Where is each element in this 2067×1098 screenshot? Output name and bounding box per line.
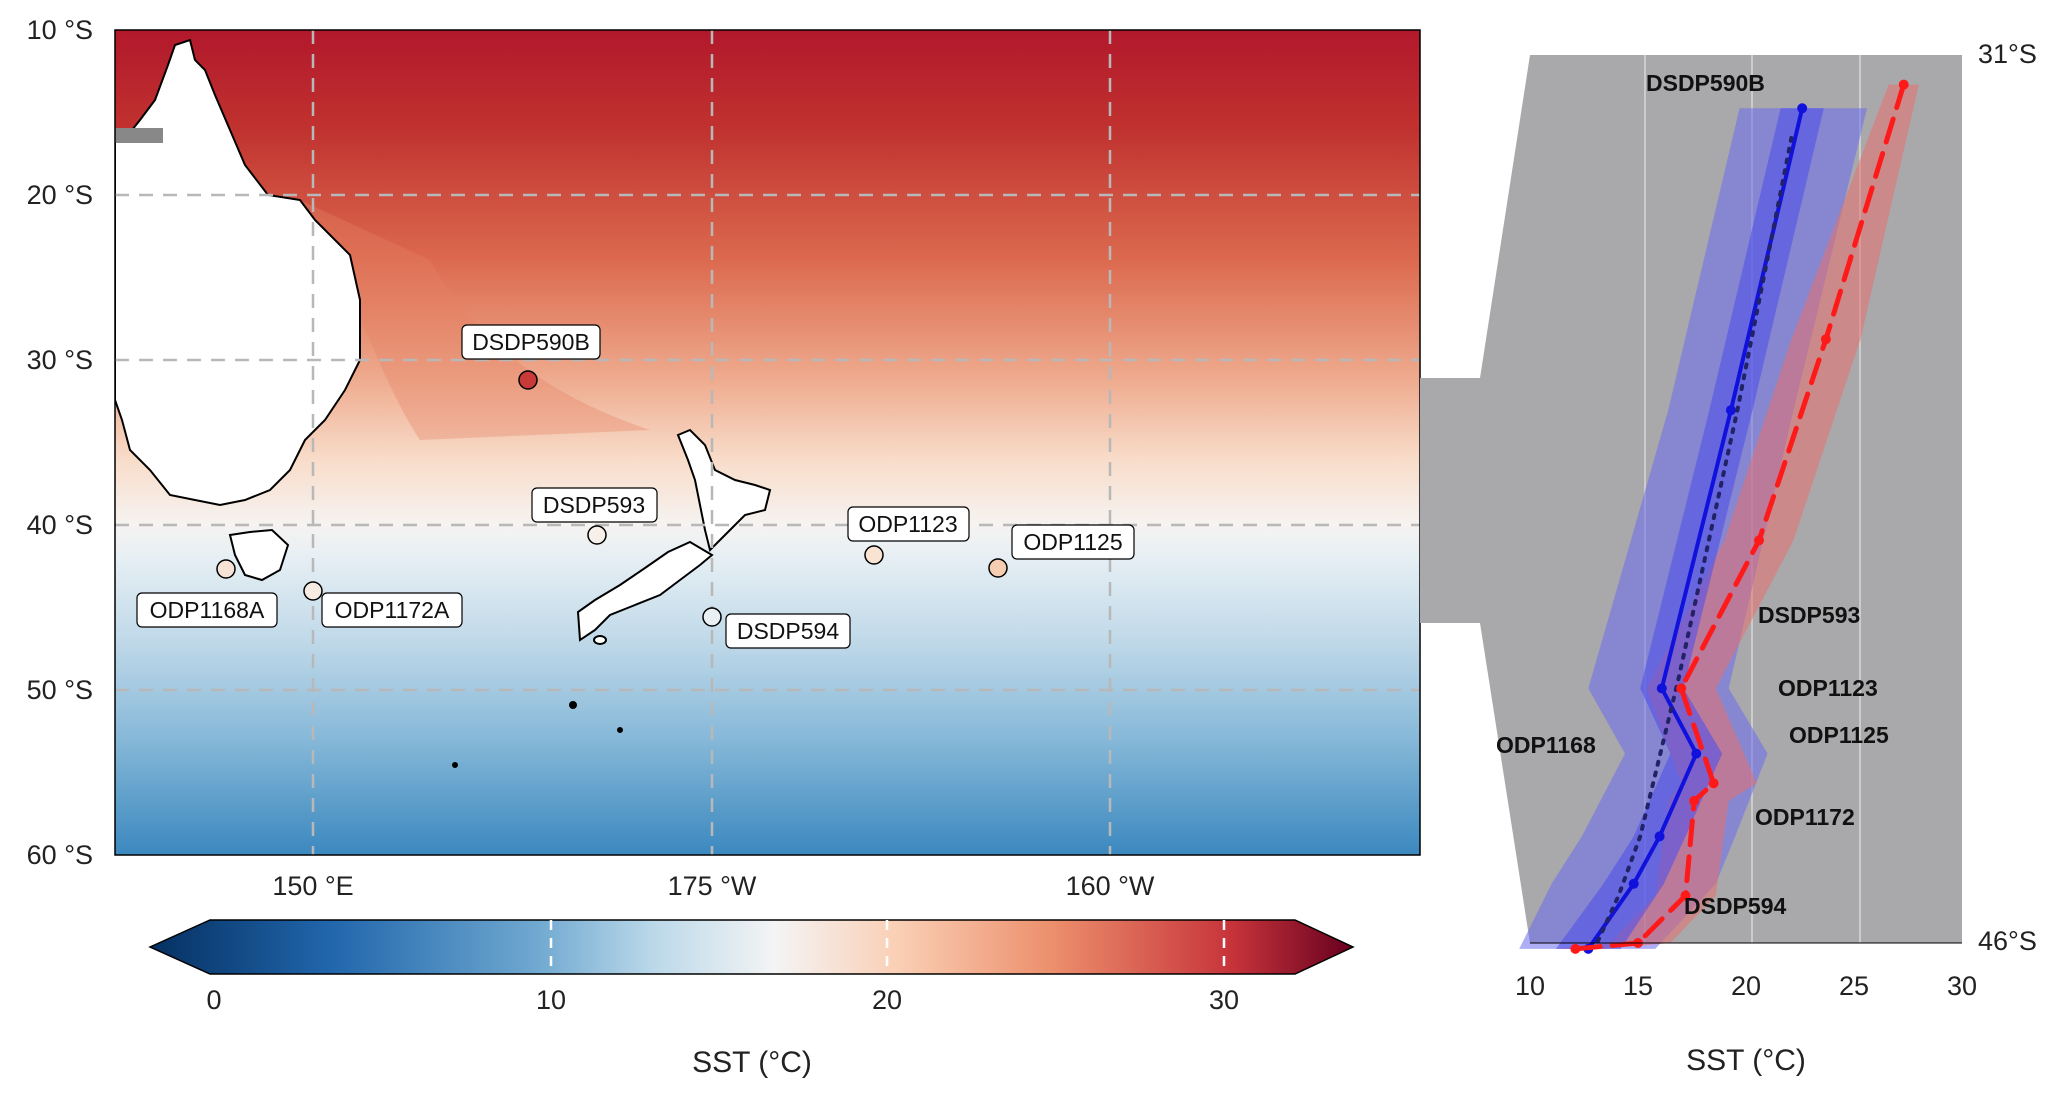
- lat-labels: 10 °S 20 °S 30 °S 40 °S 50 °S 60 °S: [27, 15, 93, 870]
- blue-inner-band: [1555, 108, 1824, 949]
- data-point-dashed: [1708, 778, 1719, 789]
- red-uncertainty-band: [1555, 84, 1919, 949]
- small-island-2: [617, 727, 623, 733]
- data-point-dashed: [1676, 683, 1687, 694]
- profile-x-tick: 30: [1947, 971, 1977, 1001]
- sst-map: 10 °S 20 °S 30 °S 40 °S 50 °S 60 °S 150 …: [27, 15, 1421, 901]
- data-point-dashed: [1820, 334, 1831, 345]
- data-point-solid: [1725, 405, 1736, 416]
- landmass: [115, 38, 772, 768]
- colorbar-label: SST (°C): [692, 1046, 812, 1079]
- profile-label: DSDP593: [1758, 602, 1860, 628]
- sst-profile-chart: DSDP590B DSDP593 ODP1123 ODP1125 ODP1168…: [1496, 39, 2037, 1077]
- colorbar-tick: 10: [536, 985, 566, 1015]
- lon-labels: 150 °E 175 °W 160 °W: [272, 871, 1155, 901]
- data-point-solid: [1691, 748, 1702, 759]
- small-island-3: [452, 762, 458, 768]
- colorbar-tick: 20: [872, 985, 902, 1015]
- colorbar-gridlines: [549, 920, 1226, 974]
- profile-label: DSDP594: [1684, 893, 1786, 919]
- site-marker-dsdp590b[interactable]: [518, 370, 538, 390]
- tasmania-outline: [228, 528, 290, 582]
- site-marker-odp1123[interactable]: [864, 545, 884, 565]
- profile-lines: [1570, 79, 1909, 954]
- profile-x-tick: 25: [1839, 971, 1869, 1001]
- series-line-dotted: [1595, 135, 1794, 945]
- profile-top-label: 31°S: [1978, 39, 2037, 69]
- site-labels: DSDP590B DSDP593 ODP1123 ODP1125 ODP1168…: [136, 324, 1135, 649]
- site-markers: [216, 370, 1008, 627]
- colorbar-bar: [148, 919, 1355, 975]
- profile-bottom-label: 46°S: [1978, 926, 2037, 956]
- map-gridlines: [115, 30, 1420, 855]
- colorbar-tick: 30: [1209, 985, 1239, 1015]
- lat-label: 60 °S: [27, 840, 93, 870]
- site-label-dsdp593: DSDP593: [531, 487, 658, 523]
- lat-label: 40 °S: [27, 510, 93, 540]
- new-zealand-north-outline: [676, 428, 772, 552]
- site-marker-odp1125[interactable]: [988, 558, 1008, 578]
- land-patch: [115, 128, 163, 143]
- data-point-dashed: [1680, 890, 1691, 901]
- profile-x-tick: 10: [1515, 971, 1545, 1001]
- data-point-solid: [1656, 683, 1667, 694]
- data-point-dashed: [1898, 79, 1909, 90]
- profile-label: ODP1172: [1755, 804, 1855, 830]
- profile-label: ODP1123: [1778, 675, 1878, 701]
- stewart-island: [593, 635, 607, 645]
- new-zealand-south-outline: [576, 540, 714, 642]
- site-label-text: DSDP590B: [472, 329, 590, 355]
- data-point-dashed: [1570, 943, 1581, 954]
- site-marker-dsdp594[interactable]: [702, 607, 722, 627]
- warm-current-tongue: [300, 200, 650, 440]
- site-label-text: ODP1125: [1023, 529, 1122, 555]
- site-label-odp1168a: ODP1168A: [136, 592, 278, 628]
- site-label-dsdp590b: DSDP590B: [461, 324, 601, 360]
- profile-site-labels: DSDP590B DSDP593 ODP1123 ODP1125 ODP1168…: [1496, 70, 1889, 919]
- data-point-solid: [1628, 878, 1639, 889]
- sst-field: [115, 30, 1420, 855]
- site-label-odp1125: ODP1125: [1011, 524, 1135, 560]
- profile-label: ODP1125: [1789, 722, 1889, 748]
- site-label-odp1172a: ODP1172A: [321, 592, 463, 628]
- profile-x-label: SST (°C): [1686, 1044, 1806, 1077]
- profile-x-tick: 20: [1731, 971, 1761, 1001]
- lat-label: 30 °S: [27, 345, 93, 375]
- data-point-dashed: [1689, 795, 1700, 806]
- site-label-text: ODP1123: [858, 511, 957, 537]
- site-label-dsdp594: DSDP594: [725, 613, 851, 649]
- data-point-dashed: [1754, 535, 1764, 546]
- site-label-odp1123: ODP1123: [847, 506, 970, 542]
- site-marker-odp1172a[interactable]: [303, 581, 323, 601]
- data-point-solid: [1797, 103, 1808, 114]
- site-label-text: DSDP593: [543, 492, 645, 518]
- profile-bands: [1519, 84, 1919, 949]
- lat-label: 20 °S: [27, 180, 93, 210]
- lon-label: 150 °E: [272, 871, 353, 901]
- site-label-text: ODP1168A: [150, 597, 265, 623]
- lon-label: 175 °W: [668, 871, 757, 901]
- site-marker-odp1168a[interactable]: [216, 559, 236, 579]
- colorbar: 0 10 20 30 SST (°C): [148, 919, 1355, 1079]
- colorbar-tick: 0: [206, 985, 221, 1015]
- lat-label: 50 °S: [27, 675, 93, 705]
- site-marker-dsdp593[interactable]: [587, 525, 607, 545]
- site-label-text: DSDP594: [737, 618, 839, 644]
- small-island-1: [569, 701, 577, 709]
- profile-x-tick: 15: [1623, 971, 1653, 1001]
- lon-label: 160 °W: [1066, 871, 1155, 901]
- australia-outline: [115, 38, 361, 507]
- lat-label: 10 °S: [27, 15, 93, 45]
- site-label-text: ODP1172A: [335, 597, 450, 623]
- data-point-solid: [1654, 831, 1665, 842]
- profile-label: ODP1168: [1496, 732, 1596, 758]
- profile-label: DSDP590B: [1646, 70, 1765, 96]
